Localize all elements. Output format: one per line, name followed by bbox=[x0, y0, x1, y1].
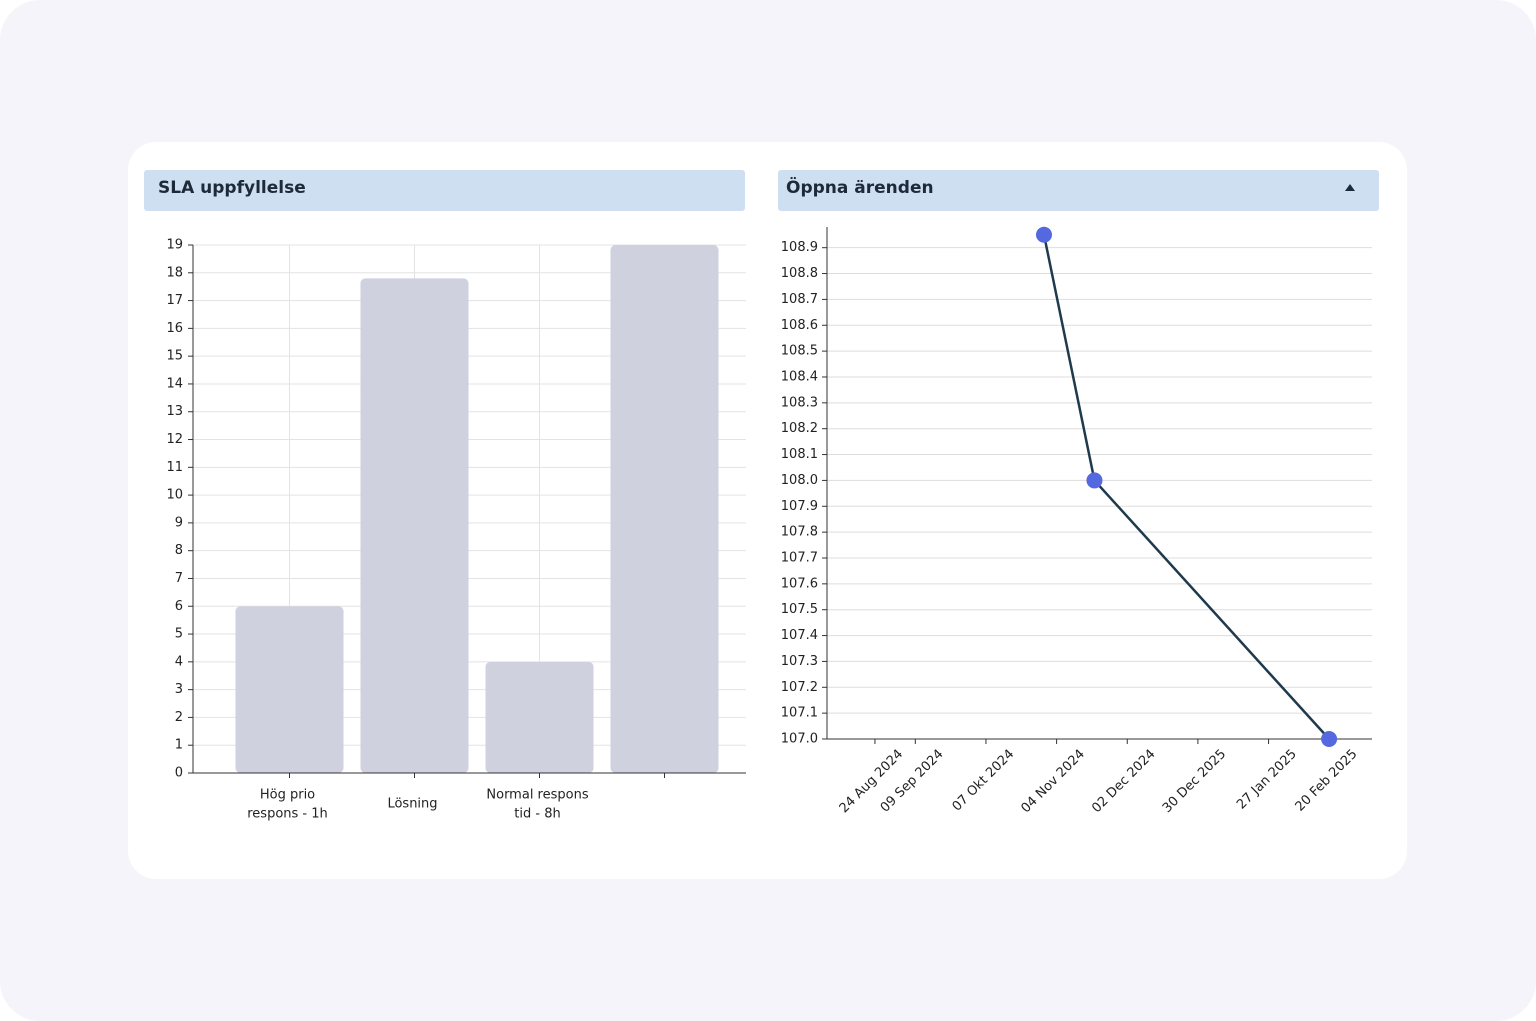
y-tick-label: 14 bbox=[166, 376, 183, 391]
y-tick-label: 108.8 bbox=[781, 266, 818, 281]
x-tick-label: Hög prio respons - 1h bbox=[247, 787, 328, 821]
y-tick-label: 6 bbox=[175, 599, 183, 614]
x-tick-label: Normal respons tid - 8h bbox=[486, 787, 588, 821]
y-tick-label: 13 bbox=[166, 404, 183, 419]
point bbox=[1086, 472, 1103, 489]
panel-header bbox=[778, 170, 1379, 211]
y-tick-label: 16 bbox=[166, 321, 183, 336]
y-tick-label: 18 bbox=[166, 265, 183, 280]
y-tick-label: 5 bbox=[175, 627, 183, 642]
panel-header bbox=[144, 170, 745, 211]
y-tick-label: 108.9 bbox=[781, 240, 818, 255]
y-tick-label: 108.7 bbox=[781, 292, 818, 307]
point bbox=[1035, 226, 1052, 243]
y-tick-label: 107.1 bbox=[781, 706, 818, 721]
panel-title: SLA uppfyllelse bbox=[158, 178, 306, 198]
y-tick-label: 107.7 bbox=[781, 550, 818, 565]
y-tick-label: 107.8 bbox=[781, 525, 818, 540]
panel-title: Öppna ärenden bbox=[786, 176, 934, 198]
y-tick-label: 10 bbox=[166, 488, 183, 503]
y-tick-label: 0 bbox=[175, 766, 183, 781]
y-tick-label: 108.0 bbox=[781, 473, 818, 488]
y-tick-label: 1 bbox=[175, 738, 183, 753]
y-tick-label: 19 bbox=[166, 238, 183, 253]
point bbox=[1321, 731, 1338, 747]
y-tick-label: 2 bbox=[175, 710, 183, 725]
y-tick-label: 108.2 bbox=[781, 421, 818, 436]
y-tick-label: 107.2 bbox=[781, 680, 818, 695]
y-tick-label: 108.6 bbox=[781, 318, 818, 333]
y-tick-label: 107.9 bbox=[781, 499, 818, 514]
bar bbox=[235, 606, 344, 773]
collapse-button[interactable] bbox=[1345, 184, 1355, 191]
y-tick-label: 3 bbox=[175, 682, 183, 697]
bar bbox=[360, 278, 469, 773]
y-tick-label: 107.6 bbox=[781, 576, 818, 591]
y-tick-label: 4 bbox=[175, 654, 183, 669]
y-tick-label: 108.5 bbox=[781, 344, 818, 359]
y-tick-label: 17 bbox=[166, 293, 183, 308]
y-tick-label: 107.5 bbox=[781, 602, 818, 617]
x-tick-label: Lösning bbox=[387, 797, 437, 812]
y-tick-label: 9 bbox=[175, 515, 183, 530]
y-tick-label: 15 bbox=[166, 349, 183, 364]
y-tick-label: 107.3 bbox=[781, 654, 818, 669]
y-tick-label: 108.3 bbox=[781, 395, 818, 410]
y-tick-label: 107.0 bbox=[781, 732, 818, 747]
bar bbox=[610, 245, 719, 773]
y-tick-label: 107.4 bbox=[781, 628, 818, 643]
y-tick-label: 8 bbox=[175, 543, 183, 558]
y-tick-label: 108.4 bbox=[781, 369, 818, 384]
y-tick-label: 7 bbox=[175, 571, 183, 586]
y-tick-label: 11 bbox=[166, 460, 183, 475]
bar bbox=[485, 661, 594, 773]
y-tick-label: 108.1 bbox=[781, 447, 818, 462]
y-tick-label: 12 bbox=[166, 432, 183, 447]
